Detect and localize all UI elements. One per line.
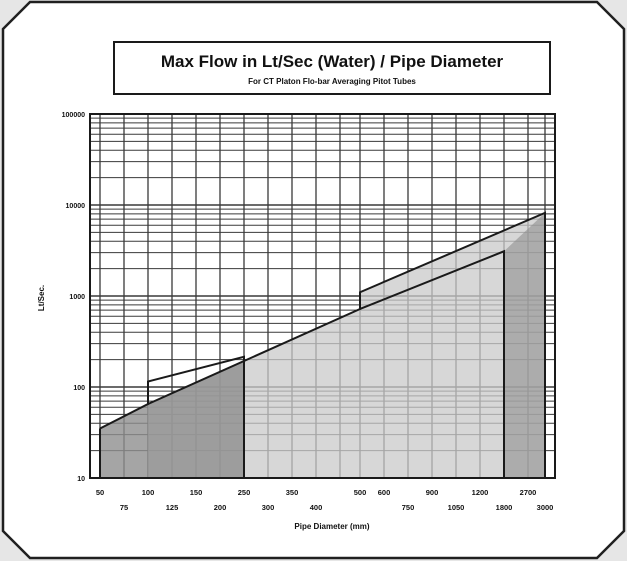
y-tick-label: 1000 bbox=[69, 294, 85, 301]
series-line bbox=[99, 355, 245, 478]
x-tick-label: 2700 bbox=[520, 488, 537, 497]
x-tick-label: 400 bbox=[310, 503, 323, 512]
x-tick-label: 50 bbox=[96, 488, 104, 497]
chart-title: Max Flow in Lt/Sec (Water) / Pipe Diamet… bbox=[161, 52, 504, 71]
x-tick-label: 350 bbox=[286, 488, 299, 497]
title-box bbox=[113, 41, 551, 95]
x-tick-label: 75 bbox=[120, 503, 128, 512]
x-tick-label: 750 bbox=[402, 503, 415, 512]
plot-area: 10 100 1000 10000 100000 50 100 150 250 350 500 600… bbox=[62, 112, 556, 512]
x-tick-label: 600 bbox=[378, 488, 391, 497]
shaded-region-dark bbox=[504, 212, 545, 478]
shaded-region-light bbox=[148, 212, 545, 478]
plot-border bbox=[89, 113, 556, 479]
x-tick-label: 200 bbox=[214, 503, 227, 512]
series-line bbox=[359, 249, 505, 478]
x-tick-label: 3000 bbox=[537, 503, 554, 512]
x-tick-label: 150 bbox=[190, 488, 203, 497]
y-axis-label: Lt/Sec. bbox=[37, 285, 46, 311]
x-tick-label: 300 bbox=[262, 503, 275, 512]
x-tick-label: 250 bbox=[238, 488, 251, 497]
x-tick-label: 1050 bbox=[448, 503, 465, 512]
y-tick-label: 10000 bbox=[66, 203, 86, 210]
x-tick-label: 900 bbox=[426, 488, 439, 497]
y-tick-label: 100000 bbox=[62, 112, 85, 119]
x-tick-label: 1200 bbox=[472, 488, 489, 497]
x-tick-label: 125 bbox=[166, 503, 179, 512]
x-tick-label: 100 bbox=[142, 488, 155, 497]
chart-subtitle: For CT Platon Flo-bar Averaging Pitot Tu… bbox=[248, 77, 416, 86]
y-tick-label: 100 bbox=[73, 385, 85, 392]
x-tick-label: 1800 bbox=[496, 503, 513, 512]
series-line bbox=[147, 211, 546, 478]
y-tick-label: 10 bbox=[77, 476, 85, 483]
x-tick-label: 500 bbox=[354, 488, 367, 497]
shaded-region-dark bbox=[100, 360, 244, 478]
x-axis-label: Pipe Diameter (mm) bbox=[294, 522, 369, 531]
